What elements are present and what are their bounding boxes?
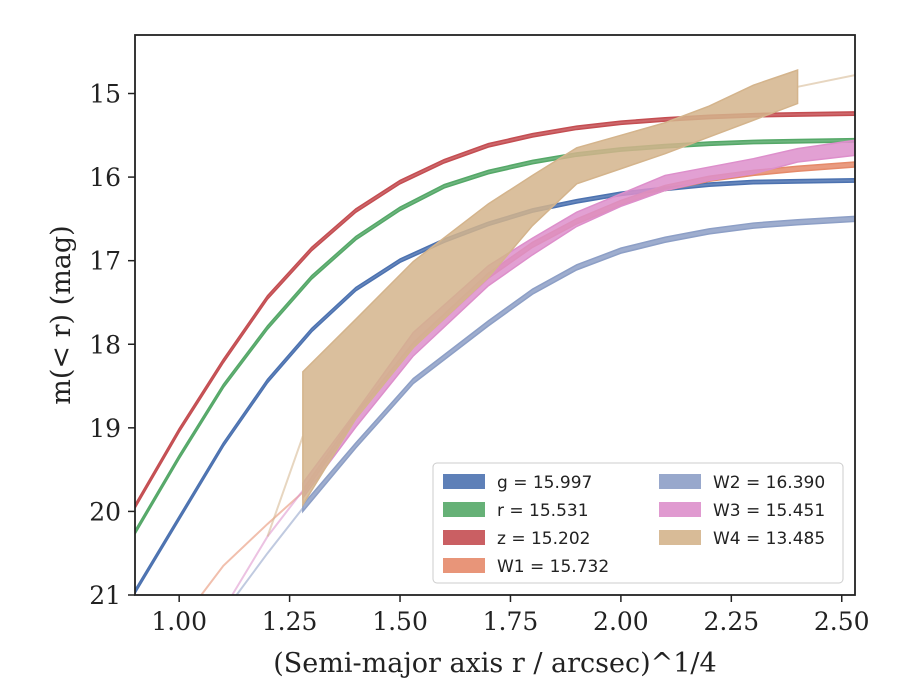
series-w4-extrapolation [266, 435, 304, 537]
legend-item-g: g = 15.997 [443, 473, 592, 493]
legend-item-z: z = 15.202 [443, 529, 590, 549]
y-tick-label: 17 [89, 247, 121, 276]
legend-label: W1 = 15.732 [497, 557, 609, 577]
x-axis-label: (Semi-major axis r / arcsec)^1/4 [273, 648, 716, 679]
legend-label: W4 = 13.485 [713, 529, 825, 549]
y-tick-label: 15 [89, 80, 121, 109]
y-tick-label: 18 [89, 330, 121, 359]
plot-area [135, 69, 855, 595]
legend-item-w3: W3 = 15.451 [659, 501, 825, 521]
series-w2-extrapolation [235, 507, 304, 595]
legend-swatch [443, 474, 485, 489]
series-z-band [135, 111, 855, 510]
y-tick-label: 16 [89, 163, 121, 192]
legend-swatch [659, 474, 701, 489]
x-tick-label: 1.00 [151, 607, 207, 636]
series-w3-extrapolation [231, 489, 304, 595]
x-axis: 1.00 1.25 1.50 1.75 2.00 2.25 2.50 [151, 595, 870, 636]
x-tick-label: 1.75 [483, 607, 539, 636]
series-w3-band [302, 139, 855, 501]
legend-item-r: r = 15.531 [443, 501, 589, 521]
series-w4-tail [797, 74, 855, 88]
legend-swatch [443, 502, 485, 517]
x-tick-label: 1.50 [372, 607, 428, 636]
legend-box [432, 462, 844, 584]
y-axis: 15 16 17 18 19 20 21 [89, 80, 135, 610]
series-w4-band [302, 69, 799, 508]
series-r [135, 137, 855, 536]
y-tick-label: 20 [89, 497, 121, 526]
x-tick-label: 2.25 [703, 607, 759, 636]
series-w2 [235, 215, 855, 595]
series-r-band [135, 137, 855, 536]
legend-item-w4: W4 = 13.485 [659, 529, 825, 549]
legend-swatch [659, 502, 701, 517]
x-tick-label: 2.00 [593, 607, 649, 636]
legend: g = 15.997 r = 15.531 z = 15.202 W1 = 15.73… [432, 462, 844, 584]
x-tick-label: 2.50 [814, 607, 870, 636]
y-tick-label: 21 [89, 581, 121, 610]
series-w2-band [302, 215, 855, 514]
plot-frame [134, 34, 856, 596]
legend-swatch [443, 530, 485, 545]
legend-swatch [659, 530, 701, 545]
legend-item-w1: W1 = 15.732 [443, 557, 609, 577]
y-axis-label: m(< r) (mag) [46, 225, 77, 404]
series-w1-extrapolation [200, 491, 304, 595]
legend-label: W3 = 15.451 [713, 501, 825, 521]
legend-label: z = 15.202 [497, 529, 590, 549]
series-g [135, 178, 855, 595]
legend-label: g = 15.997 [497, 473, 592, 493]
series-z [135, 111, 855, 510]
x-tick-label: 1.25 [262, 607, 318, 636]
legend-label: W2 = 16.390 [713, 473, 825, 493]
legend-swatch [443, 558, 485, 573]
legend-item-w2: W2 = 16.390 [659, 473, 825, 493]
series-g-band [135, 178, 855, 595]
series-w4 [266, 69, 855, 537]
y-tick-label: 19 [89, 414, 121, 443]
legend-label: r = 15.531 [497, 501, 589, 521]
